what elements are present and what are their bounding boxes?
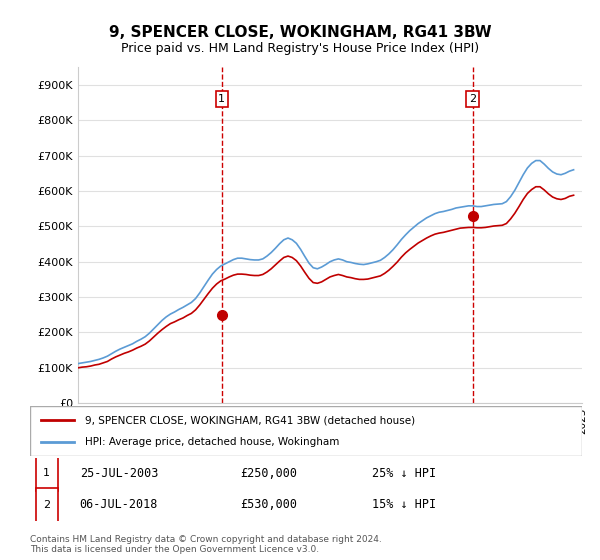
Text: Price paid vs. HM Land Registry's House Price Index (HPI): Price paid vs. HM Land Registry's House … (121, 42, 479, 55)
Text: 1: 1 (218, 94, 226, 104)
Text: 1: 1 (43, 468, 50, 478)
Text: 15% ↓ HPI: 15% ↓ HPI (372, 498, 436, 511)
Text: £250,000: £250,000 (240, 467, 297, 480)
Text: HPI: Average price, detached house, Wokingham: HPI: Average price, detached house, Woki… (85, 437, 340, 447)
Text: 25-JUL-2003: 25-JUL-2003 (80, 467, 158, 480)
Text: 2: 2 (469, 94, 476, 104)
Text: Contains HM Land Registry data © Crown copyright and database right 2024.
This d: Contains HM Land Registry data © Crown c… (30, 535, 382, 554)
Text: 9, SPENCER CLOSE, WOKINGHAM, RG41 3BW: 9, SPENCER CLOSE, WOKINGHAM, RG41 3BW (109, 25, 491, 40)
FancyBboxPatch shape (35, 456, 58, 491)
FancyBboxPatch shape (35, 488, 58, 522)
Text: 06-JUL-2018: 06-JUL-2018 (80, 498, 158, 511)
Text: 25% ↓ HPI: 25% ↓ HPI (372, 467, 436, 480)
FancyBboxPatch shape (30, 406, 582, 456)
Text: £530,000: £530,000 (240, 498, 297, 511)
Text: 9, SPENCER CLOSE, WOKINGHAM, RG41 3BW (detached house): 9, SPENCER CLOSE, WOKINGHAM, RG41 3BW (d… (85, 415, 415, 425)
Text: 2: 2 (43, 500, 50, 510)
